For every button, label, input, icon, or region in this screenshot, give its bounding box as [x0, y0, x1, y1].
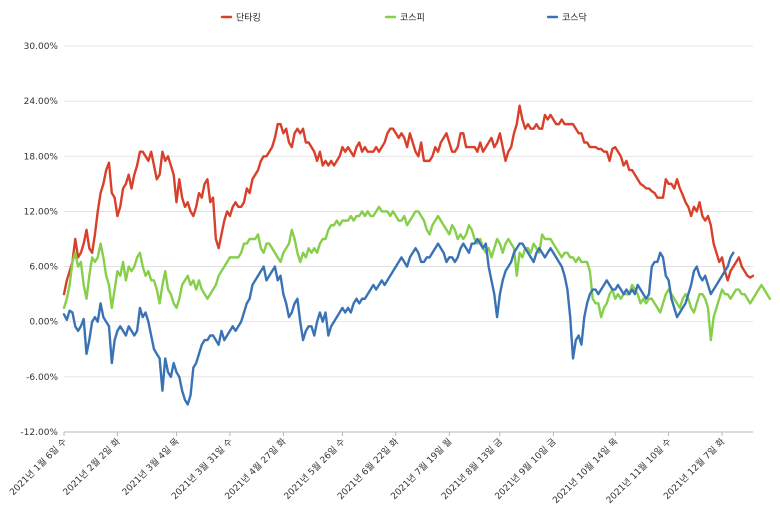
- x-tick-label: 2021년 3월 4일 목: [119, 436, 181, 498]
- legend-label-2: 코스피: [400, 13, 425, 24]
- series-line-2: [62, 205, 772, 342]
- y-tick-label: 0.00%: [29, 318, 58, 328]
- y-tick-label: 30.00%: [24, 42, 59, 52]
- y-tick-label: -6.00%: [26, 373, 58, 383]
- chart-series: [62, 104, 772, 406]
- legend-label-1: 단타킹: [236, 12, 261, 24]
- legend-label-3: 코스닥: [562, 13, 587, 24]
- y-tick-label: -12.00%: [20, 428, 58, 438]
- chart-grid: [64, 45, 753, 433]
- x-tick-label: 2021년 1월 6일 수: [7, 436, 69, 498]
- y-tick-label: 24.00%: [24, 97, 59, 107]
- x-tick-label: 2021년 2월 2일 화: [60, 436, 122, 498]
- y-tick-label: 6.00%: [29, 263, 58, 273]
- y-tick-label: 18.00%: [24, 152, 59, 162]
- chart-legend: 단타킹 코스피 코스닥: [220, 12, 587, 24]
- series-line-3: [62, 237, 735, 406]
- y-tick-label: 12.00%: [24, 207, 59, 217]
- y-axis-ticks: 30.00% 24.00% 18.00% 12.00% 6.00% 0.00% -6.00%…: [20, 42, 58, 438]
- series-line-1: [62, 104, 755, 296]
